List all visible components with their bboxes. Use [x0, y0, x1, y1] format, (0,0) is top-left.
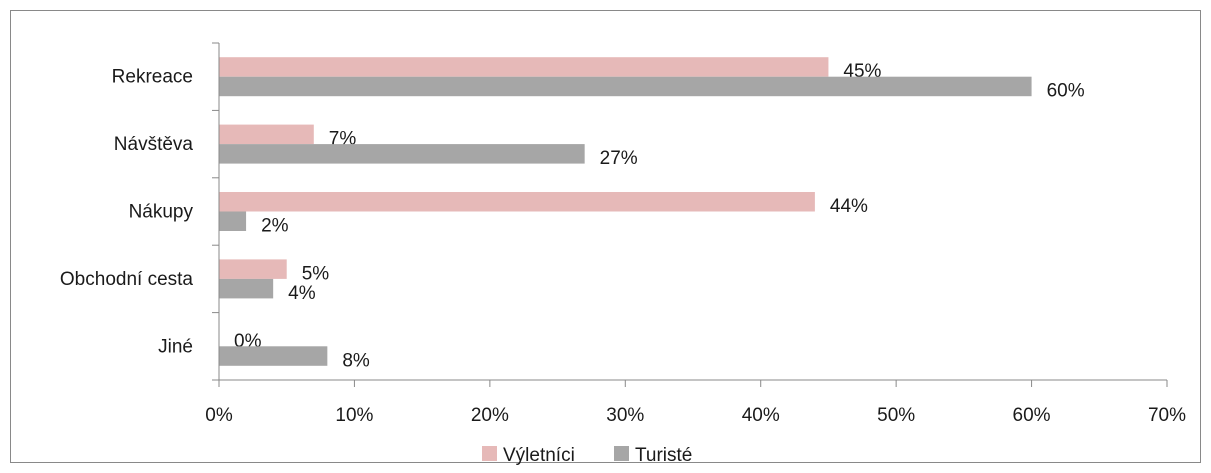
x-tick-label: 50%	[877, 405, 915, 426]
x-tick-label: 60%	[1013, 405, 1051, 426]
bar-výletníci-4	[219, 259, 287, 279]
bar-výletníci-1	[219, 57, 829, 77]
bar-výletníci-2	[219, 124, 314, 145]
legend-label-turisté: Turisté	[635, 445, 692, 466]
legend-swatch-výletníci	[482, 446, 497, 461]
bar-výletníci-3	[219, 192, 815, 212]
data-label-turisté-1: 60%	[1047, 81, 1085, 102]
x-tick-label: 0%	[205, 405, 233, 426]
category-label-1: Rekreace	[112, 67, 193, 88]
x-tick-label: 40%	[742, 405, 780, 426]
data-label-turisté-2: 27%	[600, 148, 638, 169]
x-tick-label: 20%	[471, 405, 509, 426]
bar-turisté-1	[219, 76, 1032, 97]
category-label-2: Návštěva	[114, 134, 194, 155]
bar-turisté-5	[219, 346, 328, 366]
data-label-turisté-3: 2%	[261, 216, 289, 237]
legend-swatch-turisté	[614, 446, 629, 461]
bar-turisté-4	[219, 278, 274, 299]
bar-turisté-3	[219, 211, 247, 231]
x-tick-label: 30%	[606, 405, 644, 426]
legend: Výletníci Turisté	[482, 445, 692, 466]
data-label-turisté-4: 4%	[288, 283, 316, 304]
data-label-výletníci-4: 5%	[302, 263, 330, 284]
data-label-turisté-5: 8%	[342, 350, 370, 371]
category-label-5: Jiné	[158, 336, 193, 357]
x-tick-label: 70%	[1148, 405, 1186, 426]
category-label-3: Nákupy	[129, 202, 194, 223]
category-label-4: Obchodní cesta	[60, 269, 194, 290]
data-label-výletníci-3: 44%	[830, 196, 868, 217]
legend-label-výletníci: Výletníci	[503, 445, 575, 466]
x-tick-label: 10%	[335, 405, 373, 426]
bar-turisté-2	[219, 144, 585, 164]
plot-area: 45%60%Rekreace7%27%Návštěva44%2%Nákupy5%…	[60, 42, 1186, 426]
